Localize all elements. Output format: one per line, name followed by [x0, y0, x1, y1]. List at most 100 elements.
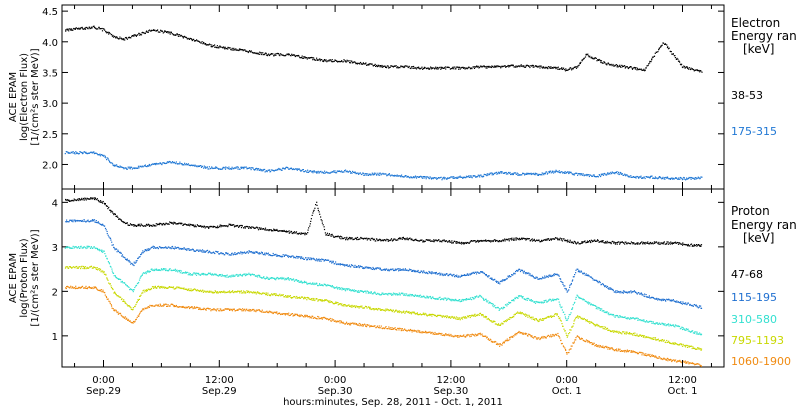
electron-point — [397, 175, 399, 177]
proton-point — [91, 219, 93, 221]
electron-point — [687, 178, 689, 180]
proton-point — [194, 250, 197, 252]
electron-point — [206, 44, 208, 46]
proton-point — [258, 274, 260, 276]
proton-point — [391, 293, 393, 295]
proton-point — [552, 298, 554, 300]
proton-point — [124, 302, 126, 304]
proton-point — [268, 254, 270, 256]
proton-point — [577, 268, 579, 270]
proton-point — [425, 239, 428, 241]
electron-point — [696, 69, 698, 71]
proton-point — [650, 243, 652, 245]
proton-point — [534, 302, 537, 304]
electron-point — [585, 174, 587, 176]
proton-point — [565, 240, 567, 242]
electron-point — [678, 60, 680, 62]
proton-point — [411, 269, 414, 272]
electron-point — [101, 30, 104, 32]
proton-point — [695, 244, 698, 246]
proton-point — [336, 263, 338, 266]
electron-point — [539, 65, 541, 67]
electron-point — [672, 177, 674, 179]
proton-point — [345, 239, 347, 241]
proton-point — [560, 239, 562, 241]
proton-point — [184, 288, 186, 290]
proton-point — [236, 253, 238, 255]
proton-point — [398, 270, 400, 272]
proton-point — [617, 315, 619, 317]
electron-point — [192, 164, 194, 166]
proton-point — [95, 247, 97, 249]
proton-point — [115, 294, 117, 296]
proton-point — [510, 238, 512, 240]
electron-ytick-label: 2.5 — [42, 130, 58, 141]
electron-point — [562, 172, 564, 174]
proton-point — [640, 292, 642, 294]
electron-point — [181, 164, 183, 166]
proton-point — [215, 291, 217, 293]
electron-point — [113, 164, 115, 166]
electron-point — [273, 170, 275, 172]
electron-point — [548, 171, 550, 173]
electron-point — [422, 176, 424, 178]
electron-point — [557, 66, 559, 68]
electron-point — [230, 168, 233, 170]
proton-point — [641, 293, 643, 295]
electron-point — [249, 50, 251, 52]
proton-point — [243, 292, 245, 294]
electron-point — [677, 58, 679, 60]
proton-point — [113, 214, 115, 216]
proton-point — [457, 300, 459, 302]
proton-point — [285, 254, 287, 256]
proton-point — [630, 317, 632, 319]
proton-point — [613, 242, 615, 244]
proton-point — [152, 269, 154, 271]
proton-point — [123, 299, 125, 301]
proton-point — [193, 288, 195, 291]
proton-point — [164, 223, 166, 225]
proton-point — [140, 223, 142, 225]
proton-point — [135, 261, 137, 264]
proton-point — [341, 236, 343, 238]
proton-point — [553, 274, 555, 277]
electron-point — [334, 59, 337, 62]
electron-point — [73, 28, 76, 30]
proton-point — [128, 305, 130, 307]
proton-point — [605, 311, 607, 313]
proton-point — [451, 275, 453, 277]
proton-point — [75, 199, 78, 202]
proton-point — [158, 223, 160, 225]
electron-point — [69, 152, 71, 154]
electron-point — [309, 57, 311, 59]
electron-point — [89, 26, 91, 28]
proton-point — [311, 283, 313, 285]
proton-point — [476, 295, 478, 297]
electron-point — [581, 174, 583, 176]
proton-point — [204, 291, 206, 293]
proton-point — [674, 326, 676, 328]
electron-point — [404, 175, 406, 178]
electron-point — [428, 178, 430, 180]
proton-point — [98, 222, 100, 224]
electron-point — [513, 172, 515, 174]
proton-point — [269, 277, 271, 279]
electron-point — [279, 55, 281, 57]
proton-point — [145, 273, 147, 275]
proton-point — [544, 275, 546, 277]
proton-point — [71, 247, 73, 249]
proton-point — [201, 226, 203, 228]
electron-point — [558, 68, 561, 70]
proton-point — [169, 247, 171, 249]
proton-point — [663, 299, 666, 301]
electron-point — [227, 48, 229, 50]
proton-point — [303, 280, 306, 282]
proton-point — [385, 293, 387, 295]
proton-point — [579, 271, 581, 273]
proton-point — [225, 252, 227, 254]
electron-point — [636, 69, 638, 71]
proton-point — [154, 225, 156, 227]
proton-point — [321, 284, 323, 286]
proton-point — [139, 256, 141, 258]
proton-point — [288, 232, 290, 234]
